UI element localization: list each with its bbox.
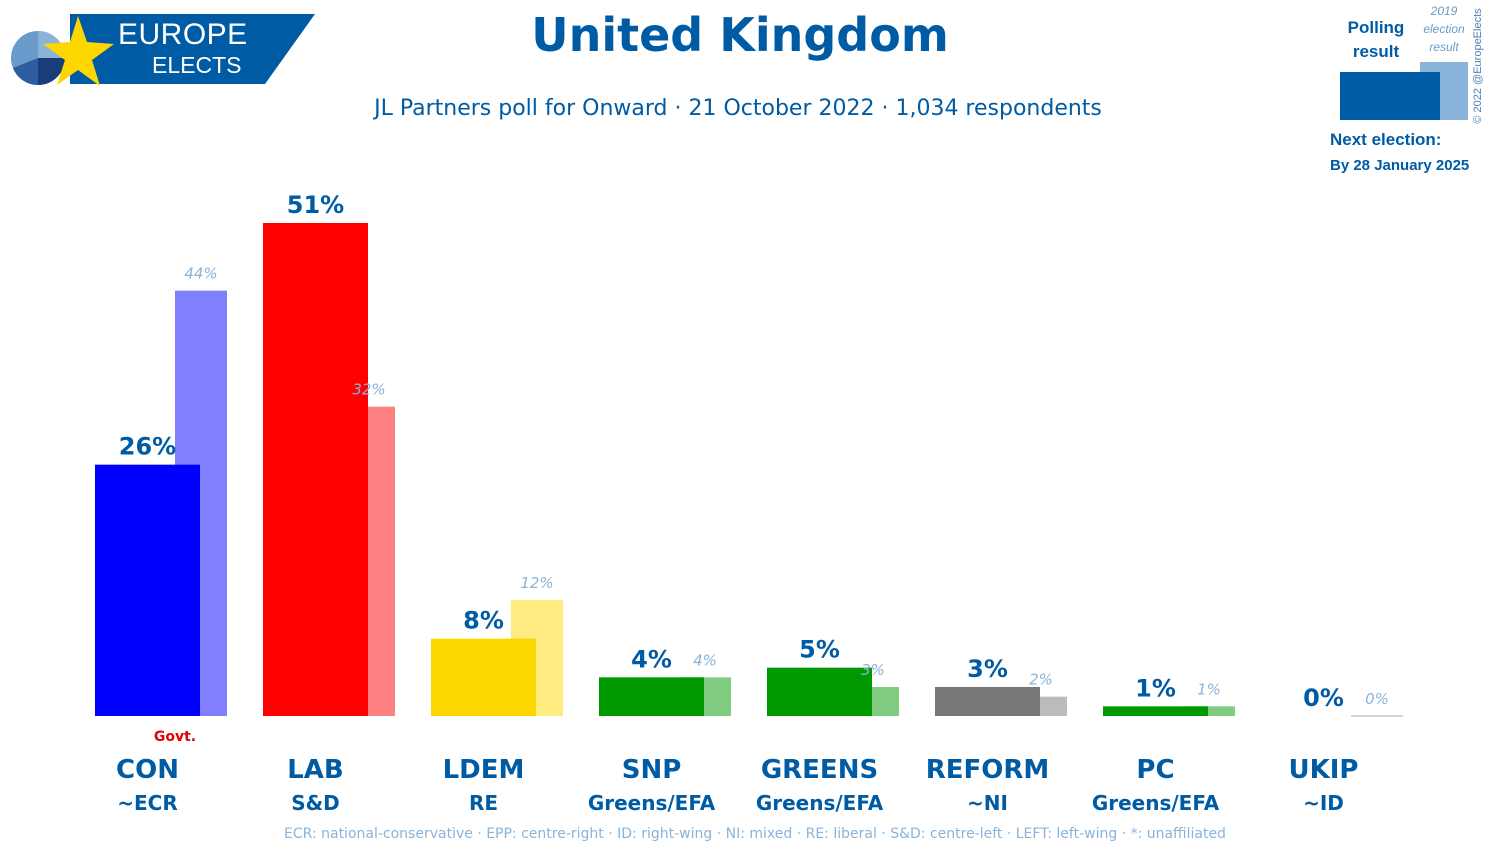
- legend-election-label: 2019 election result: [1423, 4, 1465, 54]
- bar-2019-pc: [1183, 706, 1235, 716]
- value-label-2019-reform: 2%: [1029, 671, 1053, 689]
- bar-poll-greens: [767, 667, 872, 716]
- next-election-label: Next election:: [1330, 130, 1442, 149]
- page-title: United Kingdom: [531, 8, 949, 62]
- bar-poll-ldem: [431, 638, 536, 716]
- value-label-2019-ldem: 12%: [520, 574, 553, 592]
- party-label-ldem: LDEM: [443, 755, 525, 785]
- logo-text-elects: ELECTS: [152, 52, 242, 78]
- bar-poll-snp: [599, 677, 704, 716]
- group-label-ldem: RE: [469, 791, 498, 815]
- poll-subtitle: JL Partners poll for Onward · 21 October…: [374, 96, 1102, 121]
- party-label-reform: REFORM: [926, 755, 1050, 785]
- value-label-2019-lab: 32%: [352, 381, 385, 399]
- group-label-greens: Greens/EFA: [756, 791, 884, 815]
- party-label-ukip: UKIP: [1289, 755, 1359, 785]
- value-label-2019-greens: 3%: [861, 661, 885, 679]
- party-label-greens: GREENS: [761, 755, 878, 785]
- group-label-ukip: ~ID: [1303, 791, 1344, 815]
- value-label-poll-ldem: 8%: [463, 607, 504, 635]
- group-label-pc: Greens/EFA: [1092, 791, 1220, 815]
- govt-label: Govt.: [154, 729, 196, 745]
- party-label-snp: SNP: [622, 755, 682, 785]
- bar-poll-pc: [1103, 706, 1208, 716]
- value-label-poll-reform: 3%: [967, 655, 1008, 683]
- party-label-lab: LAB: [287, 755, 344, 785]
- value-label-2019-con: 44%: [184, 265, 217, 283]
- value-label-poll-pc: 1%: [1135, 674, 1176, 702]
- group-label-snp: Greens/EFA: [588, 791, 716, 815]
- europe-elects-logo: [11, 14, 315, 86]
- legend-polling-swatch: [1340, 72, 1440, 120]
- value-label-poll-con: 26%: [119, 433, 176, 461]
- value-label-poll-snp: 4%: [631, 645, 672, 673]
- logo-text-europe: EUROPE: [118, 18, 248, 51]
- bar-poll-con: [95, 464, 200, 716]
- value-label-poll-ukip: 0%: [1303, 684, 1344, 712]
- next-election-date: By 28 January 2025: [1330, 157, 1470, 174]
- value-label-2019-snp: 4%: [693, 651, 717, 669]
- group-legend-footer: ECR: national-conservative · EPP: centre…: [284, 826, 1226, 842]
- legend-polling-label: Polling result: [1347, 18, 1405, 61]
- value-label-2019-ukip: 0%: [1365, 690, 1389, 708]
- value-label-poll-greens: 5%: [799, 636, 840, 664]
- group-label-reform: ~NI: [967, 791, 1008, 815]
- party-label-con: CON: [116, 755, 179, 785]
- group-label-lab: S&D: [291, 791, 339, 815]
- bar-poll-reform: [935, 687, 1040, 716]
- value-label-poll-lab: 51%: [287, 191, 344, 219]
- party-label-pc: PC: [1136, 755, 1174, 785]
- group-label-con: ~ECR: [117, 791, 178, 815]
- value-label-2019-pc: 1%: [1197, 680, 1221, 698]
- bar-poll-lab: [263, 223, 368, 716]
